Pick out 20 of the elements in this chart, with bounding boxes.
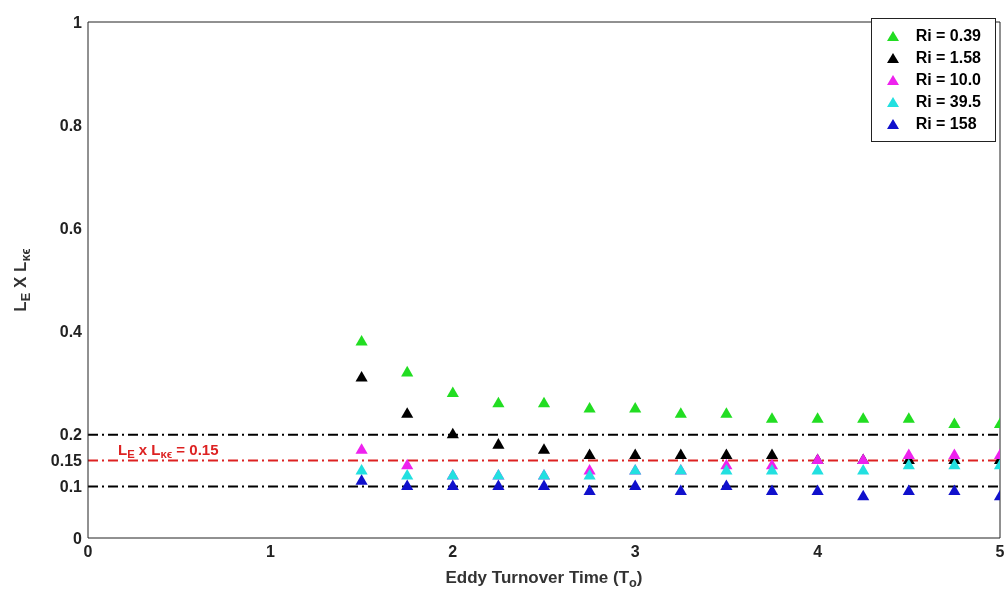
legend-label: Ri = 10.0: [915, 71, 981, 89]
y-tick-label: 0.6: [59, 220, 83, 238]
y-tick-label: 0.2: [59, 426, 83, 444]
x-tick-label: 5: [995, 543, 1005, 561]
x-axis-title: Eddy Turnover Time (T$_{o}$): [445, 568, 643, 590]
y-tick-label: 0.15: [50, 452, 83, 470]
legend-label: Ri = 39.5: [915, 93, 981, 111]
ref-line-label: L$_{E}$ x L$_{κϵ}$ = 0.15: [118, 440, 219, 460]
x-tick-label: 4: [813, 543, 823, 561]
legend-label: Ri = 1.58: [915, 49, 981, 67]
legend-label: Ri = 158: [915, 115, 977, 133]
legend-label: Ri = 0.39: [915, 27, 981, 45]
y-tick-label: 0.8: [59, 116, 83, 134]
y-tick-label: 0.1: [59, 478, 83, 496]
y-tick-label: 1: [73, 13, 83, 31]
x-tick-label: 3: [630, 543, 640, 561]
x-tick-label: 2: [448, 543, 458, 561]
x-tick-label: 1: [265, 543, 275, 561]
y-tick-label: 0.4: [59, 323, 83, 341]
y-tick-label: 0: [73, 529, 83, 547]
